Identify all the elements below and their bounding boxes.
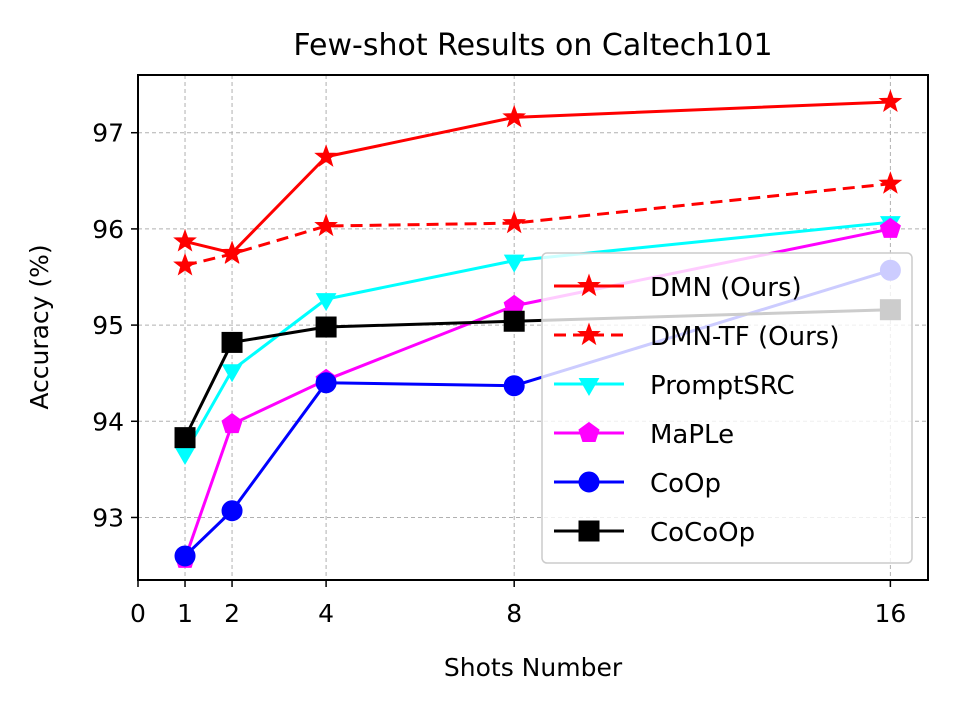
series-promptsrc — [174, 216, 901, 466]
legend-entry: CoCoOp — [554, 518, 755, 548]
legend-marker — [578, 421, 600, 442]
data-point — [879, 217, 901, 238]
data-point — [503, 375, 525, 397]
data-point — [315, 372, 337, 394]
y-tick-label: 94 — [92, 407, 124, 436]
legend-marker — [578, 520, 600, 542]
data-point — [314, 144, 338, 167]
legend-marker — [578, 378, 600, 396]
data-point — [878, 89, 903, 113]
x-tick-label: 4 — [318, 599, 334, 628]
data-point — [221, 413, 243, 434]
x-tick-label: 8 — [506, 599, 522, 628]
data-point — [220, 241, 244, 265]
data-point — [173, 228, 197, 252]
legend-entry: PromptSRC — [554, 371, 795, 401]
data-point — [221, 500, 243, 522]
data-point — [221, 331, 243, 353]
data-point — [878, 171, 903, 194]
data-point — [315, 293, 337, 312]
legend-entry: MaPLe — [554, 420, 734, 450]
data-point — [174, 427, 196, 449]
legend-marker — [578, 471, 600, 493]
axis-ticks: 0 1 2 4 8 16 93 94 95 96 97 — [92, 119, 906, 628]
x-tick-label: 16 — [874, 599, 906, 628]
y-tick-label: 97 — [92, 119, 124, 148]
y-tick-label: 95 — [92, 311, 124, 340]
y-tick-label: 93 — [92, 503, 124, 532]
legend-marker — [577, 273, 601, 297]
data-point — [315, 316, 337, 338]
series-line — [184, 182, 891, 267]
legend-label: MaPLe — [650, 420, 734, 450]
legend-label: CoOp — [650, 469, 721, 499]
data-point — [221, 364, 243, 383]
y-axis-label: Accuracy (%) — [25, 244, 54, 409]
data-point — [503, 254, 525, 273]
x-tick-label: 0 — [130, 599, 146, 628]
x-tick-label: 1 — [177, 599, 193, 628]
legend-entry: DMN (Ours) — [554, 273, 802, 303]
data-point — [174, 545, 196, 567]
y-tick-label: 96 — [92, 215, 124, 244]
data-point — [174, 447, 196, 466]
data-point — [502, 104, 527, 128]
legend-label: DMN-TF (Ours) — [650, 322, 839, 352]
data-point — [503, 310, 525, 332]
plot-frame — [137, 74, 929, 581]
series-dmn-ours — [173, 89, 903, 264]
legend-label: CoCoOp — [650, 518, 755, 548]
series-dmn-tf-ours — [173, 171, 903, 276]
legend-box — [541, 252, 913, 564]
legend-entry: CoOp — [554, 469, 721, 499]
legend: DMN (Ours) DMN-TF (Ours) PromptSRC MaPLe CoO… — [541, 252, 913, 564]
x-tick-label: 2 — [224, 599, 240, 628]
data-point — [314, 213, 338, 237]
series-line — [184, 100, 891, 255]
data-point — [502, 210, 527, 234]
chart-title: Few-shot Results on Caltech101 — [293, 28, 772, 63]
x-axis-label: Shots Number — [444, 653, 623, 682]
data-point — [173, 252, 197, 276]
legend-marker — [577, 322, 601, 346]
legend-label: DMN (Ours) — [650, 273, 802, 303]
legend-entry: DMN-TF (Ours) — [554, 322, 839, 352]
legend-label: PromptSRC — [650, 371, 795, 401]
